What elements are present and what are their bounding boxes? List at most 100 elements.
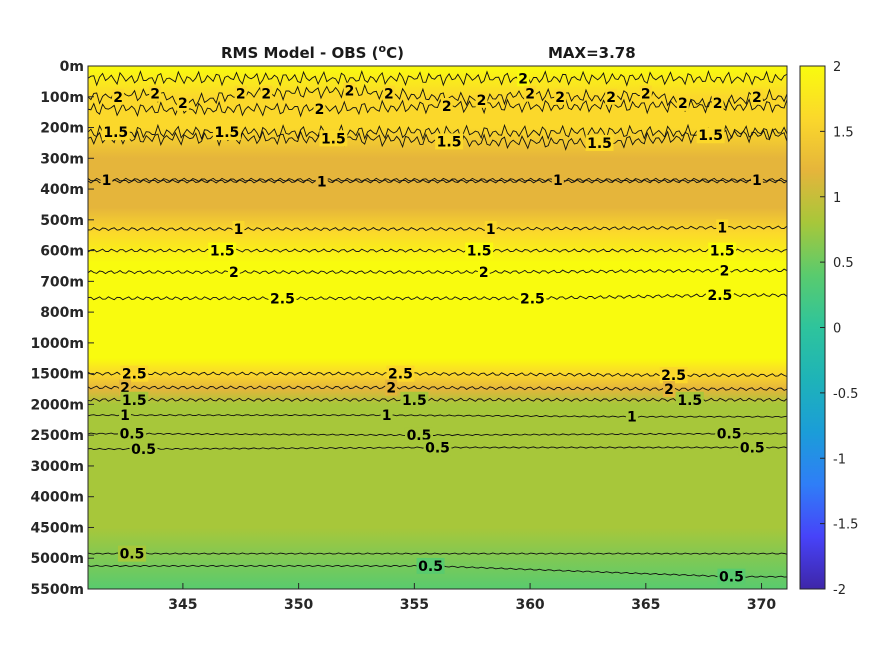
contour-label-bg xyxy=(738,439,767,456)
contour-label-bg xyxy=(423,439,452,456)
contour-label: 2 xyxy=(315,102,325,118)
colorbar: 2 1.5 1 0.5 0 -0.5 -1 -1.5 -2 xyxy=(799,60,858,598)
contour-label: 2.5 xyxy=(270,291,295,307)
contour-label: 0.5 xyxy=(719,570,744,586)
contour-label-bg xyxy=(400,391,429,408)
contour-label-bg xyxy=(260,85,273,102)
contour-label-bg xyxy=(120,391,149,408)
contour-label-bg xyxy=(675,391,704,408)
depth-tick-label: 5000m xyxy=(30,551,84,567)
x-tick-label: 360 xyxy=(515,597,544,613)
contour-label: 2 xyxy=(386,380,396,396)
contour-label: 1.5 xyxy=(122,393,147,409)
depth-tick-label: 100m xyxy=(40,90,84,106)
contour-label: 2.5 xyxy=(707,288,732,304)
contour-label: 2 xyxy=(664,382,674,398)
contour-label: 2 xyxy=(479,265,489,281)
depth-tick-label: 500m xyxy=(40,213,84,229)
contour-label: 2 xyxy=(752,90,762,106)
contour-label: 2 xyxy=(442,99,452,115)
contour-label: 1.5 xyxy=(402,393,427,409)
contour-label-bg xyxy=(717,568,746,585)
depth-tick-label: 700m xyxy=(40,274,84,290)
x-axis: 345 350 355 360 365 370 xyxy=(168,583,776,613)
contour-line xyxy=(88,179,787,184)
contour-label-bg xyxy=(129,441,158,458)
contour-label-bg xyxy=(380,407,393,424)
plot-frame xyxy=(87,65,788,590)
contour-label: 0.5 xyxy=(131,442,156,458)
contour-label-bg xyxy=(120,365,149,382)
contour-line xyxy=(88,97,787,118)
contour-label: 2 xyxy=(713,96,723,112)
contour-line xyxy=(88,268,787,275)
contour-label: 2.5 xyxy=(122,367,147,383)
colorbar-tick-label: 0 xyxy=(833,322,841,337)
depth-tick-label: 800m xyxy=(40,305,84,321)
contour-label: 2 xyxy=(120,380,130,396)
contour-label: 2 xyxy=(150,87,160,103)
contour-label: 2 xyxy=(384,87,394,103)
contour-label: 1 xyxy=(120,408,130,424)
contour-label: 2.5 xyxy=(388,367,413,383)
contour-label: 1.5 xyxy=(210,244,235,260)
contour-label: 2 xyxy=(113,90,123,106)
contour-label: 2 xyxy=(555,90,565,106)
depth-tick-label: 200m xyxy=(40,121,84,137)
contour-line xyxy=(88,225,787,232)
contour-label-bg xyxy=(343,82,356,99)
depth-axis: 0m 100m 200m 300m 400m 500m 600m 700m 800m 1000m 1… xyxy=(30,59,94,598)
contour-label: 1 xyxy=(486,222,496,238)
contour-label-bg xyxy=(662,381,675,398)
contour-label: 2 xyxy=(606,90,616,106)
contour-label: 2 xyxy=(261,87,271,103)
depth-tick-label: 4000m xyxy=(30,490,84,506)
contour-line xyxy=(88,432,787,437)
colorbar-tick-label: -2 xyxy=(833,583,846,598)
depth-tick-label: 2000m xyxy=(30,397,84,413)
contour-label-bg xyxy=(112,88,125,105)
depth-tick-label: 1500m xyxy=(30,367,84,383)
contour-label-bg xyxy=(705,287,734,304)
contour-label-bg xyxy=(119,379,132,396)
contour-label: 0.5 xyxy=(120,427,145,443)
contour-label-bg xyxy=(176,94,189,111)
contour-label: 0.5 xyxy=(418,559,443,575)
contour-label-bg xyxy=(313,101,326,118)
contour-label: 1.5 xyxy=(437,134,462,150)
contour-line xyxy=(88,248,787,253)
contour-label: 2 xyxy=(345,84,355,100)
colorbar-tick-label: 1.5 xyxy=(833,125,854,140)
x-tick-label: 370 xyxy=(747,597,776,613)
contour-label-bg xyxy=(465,242,494,259)
depth-tick-label: 400m xyxy=(40,182,84,198)
contour-label-bg xyxy=(639,85,652,102)
contour-label-bg xyxy=(750,88,763,105)
contour-label-bg xyxy=(711,94,724,111)
contour-label: 1.5 xyxy=(587,136,612,152)
contour-label-bg xyxy=(517,70,530,87)
contour-label: 2 xyxy=(525,87,535,103)
contour-label-bg xyxy=(117,425,146,442)
contour-label-bg xyxy=(750,171,763,188)
contour-labels: 2 222 222 22 222 2 2 22 2 21.5 1.5 1.5 1.5 1.5 1.51 1 1 1… xyxy=(100,70,767,586)
depth-tick-label: 300m xyxy=(40,151,84,167)
contour-label: 1.5 xyxy=(321,131,346,147)
depth-tick-label: 4500m xyxy=(30,520,84,536)
contour-label: 0.5 xyxy=(717,427,742,443)
colorbar-tick-label: -1.5 xyxy=(833,518,858,533)
contour-line xyxy=(88,414,787,418)
contour-label: 1 xyxy=(102,173,112,189)
contour-label-bg xyxy=(212,124,241,141)
contour-label-bg xyxy=(440,97,453,114)
contour-label: 2 xyxy=(229,265,239,281)
contour-line xyxy=(88,69,787,87)
contour-label: 1 xyxy=(234,222,244,238)
contour-label-bg xyxy=(404,427,433,444)
contour-label-bg xyxy=(676,94,689,111)
depth-tick-label: 0m xyxy=(60,59,84,75)
contour-label: 1 xyxy=(717,221,727,237)
contour-label: 1.5 xyxy=(103,125,128,141)
max-value-label: MAX=3.78 xyxy=(548,44,636,62)
